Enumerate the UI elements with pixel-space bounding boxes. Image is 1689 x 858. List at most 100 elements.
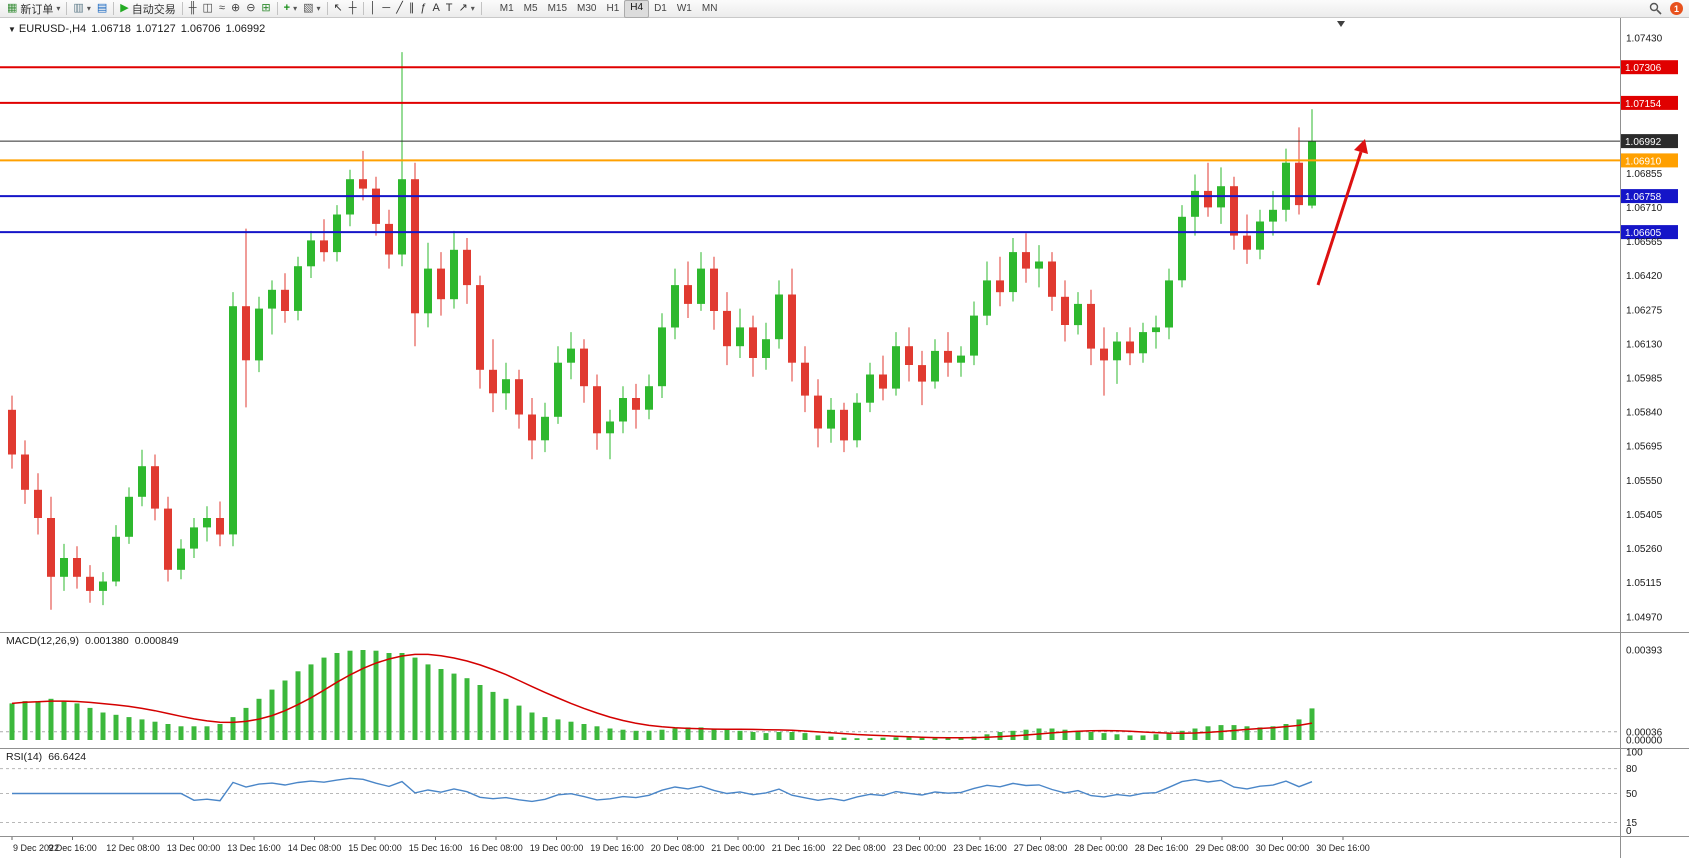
svg-text:1.06565: 1.06565	[1626, 237, 1663, 248]
indicators-button[interactable]: + ▾	[281, 1, 300, 17]
search-button[interactable]	[1646, 1, 1665, 17]
chevron-down-icon: ▼	[8, 25, 16, 34]
horizontal-line-button[interactable]: ─	[379, 1, 393, 17]
svg-text:1.05260: 1.05260	[1626, 544, 1663, 555]
svg-text:1.06855: 1.06855	[1626, 169, 1663, 180]
zoom-out-button[interactable]: ⊖	[243, 1, 258, 17]
svg-text:21 Dec 16:00: 21 Dec 16:00	[772, 843, 826, 853]
zoom-out-icon: ⊖	[246, 2, 256, 14]
bar-chart-type-button[interactable]: ╫	[186, 1, 200, 17]
svg-text:0.00393: 0.00393	[1626, 646, 1663, 657]
timeframe-button-mn[interactable]: MN	[701, 2, 718, 14]
svg-text:19 Dec 00:00: 19 Dec 00:00	[530, 843, 584, 853]
vertical-line-icon: │	[369, 2, 377, 14]
play-icon: ▶	[120, 2, 129, 14]
svg-text:1.07154: 1.07154	[1625, 99, 1662, 110]
vertical-line-button[interactable]: │	[367, 1, 380, 17]
line-chart-icon: ≈	[218, 2, 225, 14]
svg-text:1.05840: 1.05840	[1626, 408, 1663, 419]
svg-text:22 Dec 08:00: 22 Dec 08:00	[832, 843, 886, 853]
svg-text:1.05695: 1.05695	[1626, 442, 1663, 453]
crosshair-icon: ┼	[348, 2, 357, 14]
svg-text:1.06710: 1.06710	[1626, 203, 1663, 214]
profiles-button[interactable]: ▤	[94, 1, 110, 17]
timeframe-button-m1[interactable]: M1	[499, 2, 514, 14]
fibonacci-button[interactable]: ƒ	[417, 1, 429, 17]
macd-indicator-label: MACD(12,26,9) 0.001380 0.000849	[6, 635, 185, 647]
timeframe-button-d1[interactable]: D1	[654, 2, 667, 14]
svg-text:1.06992: 1.06992	[1625, 137, 1662, 148]
tile-windows-button[interactable]: ⊞	[258, 1, 273, 17]
crosshair-button[interactable]: ┼	[346, 1, 360, 17]
svg-text:0.00036: 0.00036	[1626, 727, 1663, 738]
svg-text:30 Dec 00:00: 30 Dec 00:00	[1256, 843, 1310, 853]
zoom-in-button[interactable]: ⊕	[228, 1, 243, 17]
main-toolbar: ▦ 新订单 ▾ ▥ ▾ ▤ ▶ 自动交易 ╫ ◫ ≈ ⊕ ⊖ ⊞ + ▾ ▧ ▾ ↖…	[0, 0, 1689, 18]
tile-windows-icon: ⊞	[261, 2, 271, 14]
navigator-icon: ▧	[303, 2, 314, 14]
ohlc-open: 1.06718	[91, 23, 131, 35]
new-order-button[interactable]: ▦ 新订单 ▾	[4, 1, 63, 17]
toolbar-right-group: 1	[1646, 1, 1685, 17]
svg-text:80: 80	[1626, 764, 1638, 775]
toolbar-separator	[362, 2, 364, 15]
chart-window-icon: ▥	[73, 2, 84, 14]
svg-text:30 Dec 16:00: 30 Dec 16:00	[1316, 843, 1370, 853]
notification-badge[interactable]: 1	[1670, 2, 1683, 15]
svg-text:15 Dec 16:00: 15 Dec 16:00	[409, 843, 463, 853]
text-button[interactable]: A	[429, 1, 442, 17]
trendline-button[interactable]: ╱	[393, 1, 406, 17]
rsi-value: 66.6424	[48, 751, 87, 763]
timeframe-button-h4[interactable]: H4	[624, 0, 650, 18]
ohlc-close: 1.06992	[225, 23, 266, 35]
svg-text:12 Dec 08:00: 12 Dec 08:00	[106, 843, 160, 853]
svg-text:16 Dec 08:00: 16 Dec 08:00	[469, 843, 523, 853]
text-label-button[interactable]: T	[443, 1, 456, 17]
timeframe-button-m30[interactable]: M30	[577, 2, 597, 14]
svg-text:21 Dec 00:00: 21 Dec 00:00	[711, 843, 765, 853]
trendline-icon: ╱	[396, 2, 403, 14]
timeframe-button-h1[interactable]: H1	[606, 2, 620, 14]
svg-text:1.07306: 1.07306	[1625, 63, 1662, 74]
navigator-button[interactable]: ▧ ▾	[300, 1, 323, 17]
toolbar-separator	[113, 2, 115, 15]
text-label-icon: T	[445, 2, 453, 14]
svg-text:1.06605: 1.06605	[1625, 228, 1662, 239]
auto-trading-label: 自动交易	[131, 3, 176, 16]
svg-text:0.00000: 0.00000	[1626, 736, 1663, 747]
new-order-icon: ▦	[7, 2, 18, 14]
svg-text:1.05550: 1.05550	[1626, 476, 1663, 487]
svg-text:50: 50	[1626, 789, 1638, 800]
line-chart-type-button[interactable]: ≈	[216, 1, 228, 17]
svg-text:23 Dec 00:00: 23 Dec 00:00	[893, 843, 947, 853]
svg-text:1.05405: 1.05405	[1626, 510, 1663, 521]
svg-text:20 Dec 08:00: 20 Dec 08:00	[651, 843, 705, 853]
profiles-icon: ▤	[96, 2, 108, 14]
svg-text:1.04970: 1.04970	[1626, 612, 1663, 623]
candlestick-type-button[interactable]: ◫	[200, 1, 216, 17]
timeframe-button-m5[interactable]: M5	[523, 2, 538, 14]
chart-window-button[interactable]: ▥ ▾	[70, 1, 93, 17]
horizontal-line-icon: ─	[382, 2, 391, 14]
bar-chart-icon: ╫	[188, 2, 197, 14]
arrow-tool-button[interactable]: ↗ ▾	[456, 1, 478, 17]
timeframe-button-w1[interactable]: W1	[676, 2, 692, 14]
svg-text:100: 100	[1626, 748, 1643, 759]
chevron-down-icon: ▾	[470, 4, 475, 13]
indicator-add-icon: +	[283, 2, 291, 14]
svg-text:1.07430: 1.07430	[1626, 34, 1663, 45]
toolbar-separator	[326, 2, 328, 15]
channel-icon: ∥	[408, 2, 415, 14]
svg-text:9 Dec 2022: 9 Dec 2022	[13, 843, 59, 853]
auto-trading-button[interactable]: ▶ 自动交易	[117, 1, 178, 17]
svg-text:1.06420: 1.06420	[1626, 271, 1663, 282]
macd-title: MACD(12,26,9)	[6, 635, 79, 647]
new-order-label: 新订单	[20, 3, 54, 16]
channel-button[interactable]: ∥	[406, 1, 418, 17]
cursor-button[interactable]: ↖	[331, 1, 346, 17]
svg-text:15 Dec 00:00: 15 Dec 00:00	[348, 843, 402, 853]
svg-text:14 Dec 08:00: 14 Dec 08:00	[288, 843, 342, 853]
timeframe-button-m15[interactable]: M15	[547, 2, 568, 14]
cursor-icon: ↖	[333, 2, 343, 14]
